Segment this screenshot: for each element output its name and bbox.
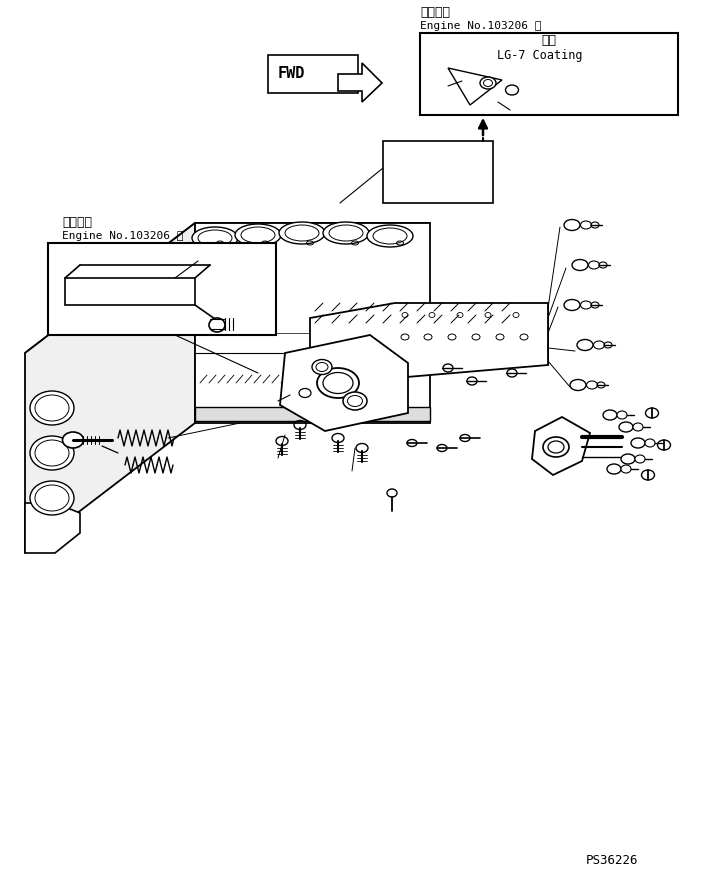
Bar — [48, 243, 276, 335]
Ellipse shape — [645, 439, 655, 447]
Ellipse shape — [621, 454, 635, 464]
Ellipse shape — [312, 359, 332, 374]
Bar — [383, 141, 493, 203]
Ellipse shape — [192, 227, 238, 249]
Bar — [268, 55, 358, 93]
Text: 塗布: 塗布 — [542, 34, 557, 47]
Ellipse shape — [543, 437, 569, 457]
Ellipse shape — [317, 368, 359, 398]
Ellipse shape — [279, 222, 325, 244]
Polygon shape — [532, 417, 590, 475]
Ellipse shape — [63, 432, 83, 448]
Ellipse shape — [619, 422, 633, 432]
Polygon shape — [385, 308, 548, 365]
Ellipse shape — [35, 485, 69, 511]
Text: LG-7 Coating: LG-7 Coating — [497, 49, 582, 62]
Polygon shape — [310, 303, 548, 378]
Polygon shape — [25, 223, 195, 553]
Ellipse shape — [577, 339, 593, 351]
Ellipse shape — [594, 341, 604, 349]
Ellipse shape — [299, 389, 311, 397]
Text: 適用号機: 適用号機 — [420, 6, 450, 19]
Polygon shape — [65, 278, 195, 305]
Ellipse shape — [580, 221, 592, 229]
Polygon shape — [448, 68, 502, 105]
Text: 適用号機: 適用号機 — [62, 216, 92, 230]
Ellipse shape — [323, 222, 369, 244]
Polygon shape — [195, 407, 430, 421]
Ellipse shape — [30, 391, 74, 425]
Polygon shape — [25, 503, 80, 553]
Polygon shape — [280, 335, 408, 431]
Ellipse shape — [589, 261, 600, 269]
Polygon shape — [195, 223, 430, 423]
Ellipse shape — [633, 423, 643, 431]
Ellipse shape — [621, 465, 631, 473]
Ellipse shape — [564, 299, 580, 311]
Ellipse shape — [607, 464, 621, 474]
Ellipse shape — [367, 225, 413, 247]
Text: FWD: FWD — [278, 66, 305, 81]
Text: PS36226: PS36226 — [586, 855, 638, 867]
Ellipse shape — [603, 410, 617, 420]
Ellipse shape — [480, 77, 496, 89]
Ellipse shape — [564, 220, 580, 230]
Ellipse shape — [35, 440, 69, 466]
Ellipse shape — [209, 318, 225, 332]
Text: Engine No.103206 ～: Engine No.103206 ～ — [62, 231, 184, 241]
Ellipse shape — [35, 395, 69, 421]
Bar — [420, 33, 678, 115]
Ellipse shape — [30, 481, 74, 515]
Ellipse shape — [635, 455, 645, 463]
Text: Engine No.103206 ～: Engine No.103206 ～ — [420, 21, 542, 31]
Ellipse shape — [580, 301, 592, 309]
Ellipse shape — [30, 436, 74, 470]
Polygon shape — [25, 223, 430, 353]
Ellipse shape — [506, 85, 518, 95]
Ellipse shape — [235, 224, 281, 246]
Polygon shape — [338, 63, 382, 102]
Ellipse shape — [631, 438, 645, 448]
Ellipse shape — [570, 380, 586, 390]
Ellipse shape — [617, 411, 627, 419]
Ellipse shape — [587, 381, 597, 389]
Ellipse shape — [572, 260, 588, 270]
Ellipse shape — [343, 392, 367, 410]
